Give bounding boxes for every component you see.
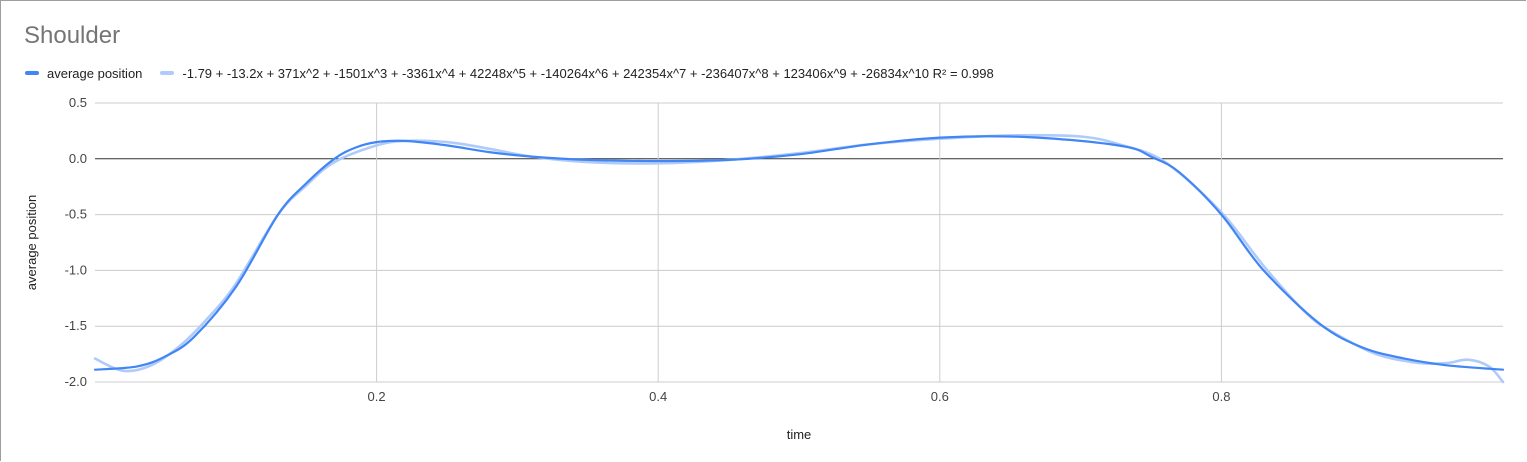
y-tick-label: 0.5	[69, 95, 87, 110]
y-axis-title: average position	[24, 195, 39, 290]
legend: average position -1.79 + -13.2x + 371x^2…	[25, 65, 1012, 81]
legend-item-average-position: average position	[25, 66, 142, 81]
legend-swatch-trendline	[160, 71, 175, 75]
legend-swatch-average-position	[25, 71, 39, 75]
x-tick-label: 0.4	[649, 389, 667, 404]
x-tick-label: 0.2	[368, 389, 386, 404]
y-tick-label: -2.0	[65, 374, 87, 389]
legend-label-trendline: -1.79 + -13.2x + 371x^2 + -1501x^3 + -33…	[182, 65, 994, 81]
x-tick-label: 0.6	[931, 389, 949, 404]
x-axis-title: time	[787, 427, 812, 442]
y-tick-label: -0.5	[65, 207, 87, 222]
x-tick-label: 0.8	[1212, 389, 1230, 404]
series-line-average-position	[93, 135, 1505, 371]
y-tick-label: -1.5	[65, 318, 87, 333]
series-line-trendline	[93, 133, 1505, 384]
y-tick-label: 0.0	[69, 151, 87, 166]
legend-label-average-position: average position	[47, 65, 143, 81]
y-tick-label: -1.0	[65, 262, 87, 277]
legend-item-trendline: -1.79 + -13.2x + 371x^2 + -1501x^3 + -33…	[160, 65, 994, 81]
chart-title: Shoulder	[24, 22, 121, 49]
